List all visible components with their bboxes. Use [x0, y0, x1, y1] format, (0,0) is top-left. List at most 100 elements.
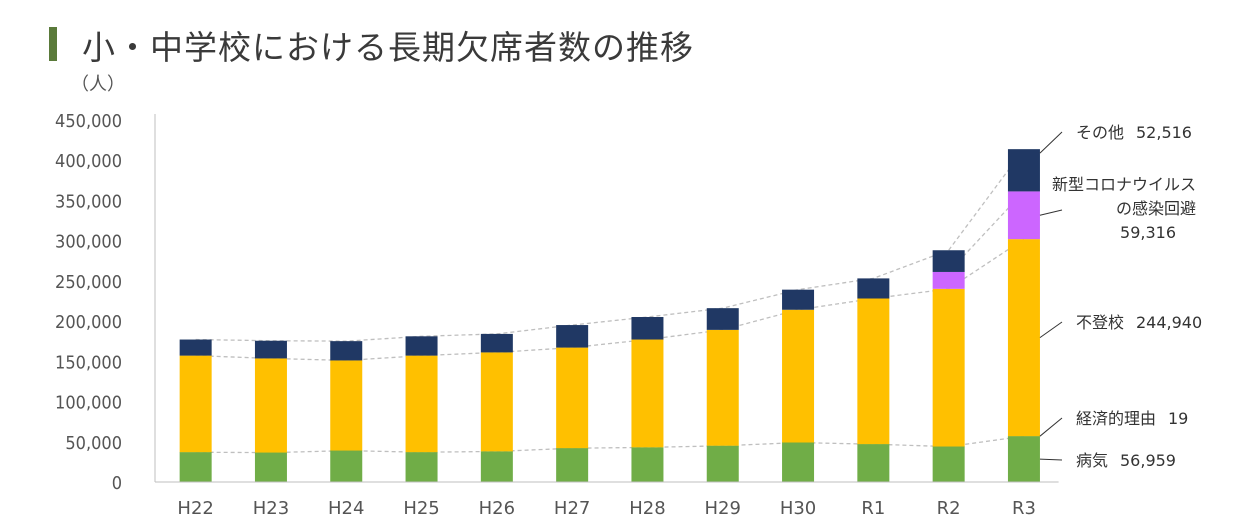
annotation-value: 52,516 — [1136, 123, 1192, 142]
annotation-leader-その他 — [1039, 131, 1063, 154]
bar-segment-その他-H27 — [556, 325, 589, 348]
bar-segment-経済的理由-H30 — [782, 442, 815, 444]
bar-segment-経済的理由-H27 — [556, 448, 589, 449]
x-tick-label: H23 — [253, 498, 289, 519]
annotation-label-line: 新型コロナウイルス — [1052, 175, 1196, 194]
bar-segment-病気-H29 — [706, 445, 739, 482]
x-tick-label: H24 — [328, 498, 364, 519]
bar-segment-病気-R3 — [1007, 436, 1040, 482]
bar-segment-経済的理由-H29 — [706, 445, 739, 447]
x-tick-label: H22 — [177, 498, 213, 519]
title-accent-bar — [49, 27, 57, 61]
annotation-value: 244,940 — [1136, 313, 1202, 332]
bar-segment-その他-R1 — [857, 278, 890, 299]
bar-segment-経済的理由-H22 — [179, 452, 212, 453]
y-tick-label: 400,000 — [55, 151, 122, 172]
annotation-label: 経済的理由 — [1076, 409, 1156, 428]
bar-segment-経済的理由-R2 — [932, 446, 965, 448]
bar-segment-不登校-H25 — [405, 355, 438, 453]
bar-segment-新型コロナウイルスの感染回避-R2 — [932, 271, 965, 289]
bar-segment-その他-R2 — [932, 250, 965, 272]
bar-segment-その他-H26 — [480, 333, 513, 353]
bar-segment-経済的理由-R1 — [857, 444, 890, 445]
annotation-label: 不登校 — [1076, 313, 1124, 332]
bar-segment-その他-H25 — [405, 336, 438, 356]
trend-guide-lines — [195, 148, 1025, 454]
annotation-value: 56,959 — [1120, 451, 1176, 470]
bar-segment-経済的理由-H26 — [480, 451, 513, 452]
bar-segment-その他-H29 — [706, 308, 739, 330]
bar-segment-不登校-H24 — [330, 360, 363, 451]
annotation-label-line: の感染回避 — [1116, 199, 1196, 218]
annotation-leader-新型コロナウイルスの感染回避 — [1039, 209, 1063, 216]
y-tick-label: 200,000 — [55, 312, 122, 333]
bar-segment-病気-R2 — [932, 446, 965, 482]
x-tick-label: H26 — [479, 498, 515, 519]
annotation-label: 病気 — [1076, 451, 1108, 470]
y-tick-label: 250,000 — [55, 272, 122, 293]
bar-segment-病気-H25 — [405, 452, 438, 482]
bar-segment-その他-H22 — [179, 339, 212, 356]
bar-segment-病気-H30 — [782, 442, 815, 482]
guide-line-不登校 — [195, 238, 1025, 362]
bar-segment-経済的理由-H25 — [405, 452, 438, 453]
annotation-value: 59,316 — [1120, 223, 1176, 242]
y-tick-label: 150,000 — [55, 352, 122, 373]
bar-segment-経済的理由-R3 — [1007, 436, 1040, 437]
annotation-leader-経済的理由 — [1039, 417, 1063, 437]
annotation-leader-不登校 — [1039, 321, 1063, 339]
annotation-label: その他 — [1076, 123, 1124, 142]
guide-line-病気 — [195, 435, 1025, 454]
bar-segment-不登校-H27 — [556, 347, 589, 449]
bar-segment-病気-H24 — [330, 450, 363, 482]
x-axis: H22 H23 H24 H25 H26 H27 H28 H29 H30 R1 R2 R3 — [155, 481, 1059, 519]
bar-segment-経済的理由-H24 — [330, 450, 363, 452]
y-tick-label: 300,000 — [55, 232, 122, 253]
bar-segment-不登校-H23 — [254, 358, 287, 453]
bar-segment-不登校-R1 — [857, 298, 890, 445]
bar-segment-不登校-H28 — [631, 339, 664, 448]
bar-segment-その他-H23 — [254, 340, 287, 359]
x-tick-label: H27 — [554, 498, 590, 519]
annotation-leader-病気 — [1039, 458, 1063, 461]
bar-segment-病気-H28 — [631, 447, 664, 482]
chart-title: 小・中学校における長期欠席者数の推移 — [82, 28, 694, 67]
bar-segment-不登校-H26 — [480, 352, 513, 452]
bar-segment-不登校-H30 — [782, 309, 815, 443]
x-tick-label: R2 — [937, 498, 961, 519]
bar-segment-その他-H24 — [330, 341, 363, 361]
bar-segment-不登校-H22 — [179, 355, 212, 453]
bar-segment-病気-H27 — [556, 448, 589, 482]
x-tick-label: H25 — [403, 498, 439, 519]
x-tick-label: R1 — [861, 498, 885, 519]
bar-segment-その他-R3 — [1007, 149, 1040, 192]
bar-segment-不登校-R3 — [1007, 239, 1040, 437]
y-tick-label: 50,000 — [65, 433, 122, 454]
bar-segment-不登校-R2 — [932, 288, 965, 447]
annotation-value: 19 — [1168, 409, 1188, 428]
y-axis: 0 50,000 100,000 150,000 200,000 250,000 300,0… — [55, 74, 156, 494]
y-tick-label: 0 — [112, 473, 122, 494]
bar-segment-その他-H30 — [782, 289, 815, 310]
x-tick-label: H28 — [629, 498, 665, 519]
bar-segment-不登校-H29 — [706, 329, 739, 446]
bar-segment-その他-H28 — [631, 317, 664, 340]
bar-segment-病気-H23 — [254, 452, 287, 482]
bar-segment-病気-R1 — [857, 444, 890, 482]
bars — [179, 149, 1040, 482]
y-axis-unit-label: （人） — [71, 74, 125, 95]
bar-segment-病気-H22 — [179, 452, 212, 482]
y-tick-label: 100,000 — [55, 393, 122, 414]
x-tick-label: H30 — [780, 498, 816, 519]
bar-segment-経済的理由-H28 — [631, 447, 664, 448]
x-tick-label: H29 — [705, 498, 741, 519]
bar-segment-経済的理由-H23 — [254, 452, 287, 454]
guide-line-その他 — [195, 148, 1025, 342]
bar-segment-病気-H26 — [480, 451, 513, 482]
y-tick-label: 350,000 — [55, 191, 122, 212]
x-tick-label: R3 — [1012, 498, 1036, 519]
y-tick-label: 450,000 — [55, 111, 122, 132]
bar-segment-新型コロナウイルスの感染回避-R3 — [1007, 191, 1040, 240]
